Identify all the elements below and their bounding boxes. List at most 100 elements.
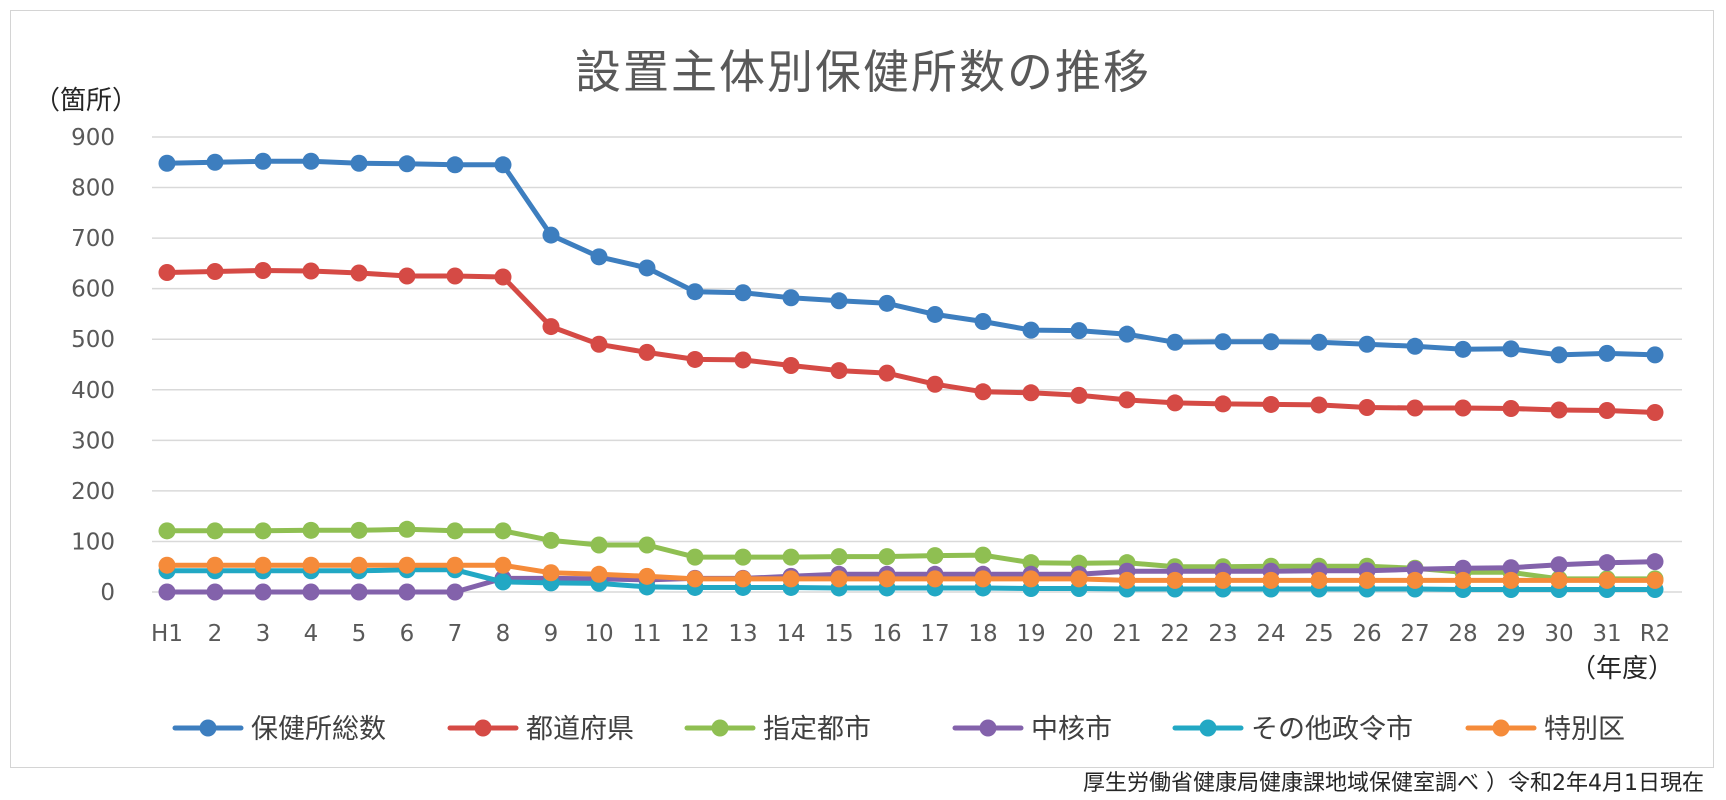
data-point [1550, 556, 1568, 574]
y-tick-label: 400 [71, 378, 115, 404]
x-tick-label: 13 [728, 621, 757, 647]
x-tick-label: 12 [680, 621, 709, 647]
y-axis-ticks: 0 100 200 300 400 500 600 700 800 900 [71, 125, 115, 606]
data-point [782, 548, 800, 566]
data-point [734, 548, 752, 566]
x-tick-label: 3 [256, 621, 271, 647]
x-tick-label: 9 [544, 621, 559, 647]
data-point [1118, 325, 1136, 343]
data-point [302, 152, 320, 170]
data-point [542, 564, 560, 582]
data-point [254, 152, 272, 170]
data-point [494, 522, 512, 540]
data-point [302, 583, 320, 601]
data-point [206, 262, 224, 280]
data-point [1598, 571, 1616, 589]
data-point [590, 335, 608, 353]
data-point [1406, 571, 1424, 589]
data-point [302, 556, 320, 574]
data-point [398, 556, 416, 574]
data-point [974, 546, 992, 564]
legend-marker [979, 719, 997, 737]
y-tick-label: 700 [71, 226, 115, 252]
data-point [878, 570, 896, 588]
data-point [1310, 571, 1328, 589]
data-point [1358, 335, 1376, 353]
legend-label: 特別区 [1544, 714, 1625, 745]
data-point [1550, 571, 1568, 589]
series-group [158, 152, 1664, 601]
data-point [542, 531, 560, 549]
data-point [734, 351, 752, 369]
legend-label: 保健所総数 [251, 714, 386, 745]
legend-marker [199, 719, 217, 737]
data-point [926, 547, 944, 565]
data-point [1166, 571, 1184, 589]
data-point [206, 522, 224, 540]
data-point [1070, 386, 1088, 404]
data-point [1454, 340, 1472, 358]
data-point [1214, 571, 1232, 589]
data-point [878, 548, 896, 566]
data-point [590, 565, 608, 583]
data-point [1262, 333, 1280, 351]
x-tick-label: 26 [1352, 621, 1381, 647]
data-point [446, 556, 464, 574]
data-point [974, 570, 992, 588]
x-tick-label: 20 [1064, 621, 1093, 647]
data-point [398, 267, 416, 285]
series-line [164, 268, 1658, 415]
data-point [398, 583, 416, 601]
data-point [254, 556, 272, 574]
data-point [1262, 571, 1280, 589]
x-tick-label: 10 [584, 621, 613, 647]
data-point [1646, 571, 1664, 589]
data-point [1502, 399, 1520, 417]
x-tick-label: 22 [1160, 621, 1189, 647]
data-point [1598, 402, 1616, 420]
source-note: 厚生労働省健康局健康課地域保健室調べ ）令和2年4月1日現在 [1083, 771, 1704, 796]
data-point [638, 567, 656, 585]
data-point [638, 536, 656, 554]
x-tick-label: 31 [1592, 621, 1621, 647]
legend-marker [474, 719, 492, 737]
legend-item: 中核市 [952, 714, 1112, 745]
x-tick-label: 18 [968, 621, 997, 647]
data-point [206, 583, 224, 601]
x-tick-label: 7 [448, 621, 463, 647]
data-point [446, 583, 464, 601]
x-tick-label: 4 [304, 621, 319, 647]
x-axis-unit-label: （年度） [1570, 654, 1675, 684]
data-point [1070, 322, 1088, 340]
data-point [206, 153, 224, 171]
x-tick-label: 27 [1400, 621, 1429, 647]
x-tick-label: 29 [1496, 621, 1525, 647]
legend-item: その他政令市 [1172, 714, 1413, 745]
x-tick-label: 19 [1016, 621, 1045, 647]
data-point [686, 350, 704, 368]
x-tick-label: 23 [1208, 621, 1237, 647]
data-point [1022, 570, 1040, 588]
x-tick-label: 17 [920, 621, 949, 647]
data-point [494, 573, 512, 591]
legend-marker [711, 719, 729, 737]
data-point [974, 313, 992, 331]
data-point [158, 522, 176, 540]
x-tick-label: 25 [1304, 621, 1333, 647]
series-6 [158, 556, 1664, 589]
gridlines [152, 136, 1682, 593]
x-tick-label: 8 [496, 621, 511, 647]
data-point [1598, 554, 1616, 572]
data-point [1646, 404, 1664, 422]
data-point [734, 284, 752, 302]
legend-marker [1199, 719, 1217, 737]
data-point [1358, 398, 1376, 416]
data-point [350, 264, 368, 282]
data-point [590, 248, 608, 266]
series-2 [158, 261, 1664, 422]
data-point [446, 267, 464, 285]
data-point [254, 583, 272, 601]
y-tick-label: 200 [71, 479, 115, 505]
legend-item: 特別区 [1465, 714, 1625, 745]
